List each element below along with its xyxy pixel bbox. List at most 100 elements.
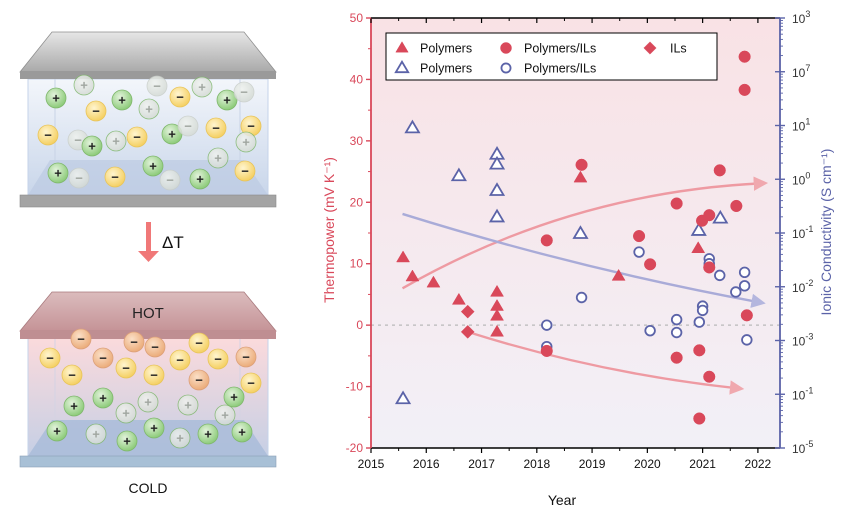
svg-text:−: −	[150, 368, 158, 383]
legend-label: Polymers	[420, 62, 472, 76]
y2-tick-label: 107	[792, 63, 810, 80]
anion-icon: −	[177, 115, 199, 137]
y2-tick-label: 10-2	[792, 278, 813, 295]
y2-tick-label: 10-1	[792, 385, 813, 402]
data-point-circle-open	[575, 291, 588, 304]
data-point-triangle-filled	[405, 269, 420, 282]
anion-icon: −	[240, 115, 262, 137]
cation-icon: +	[85, 423, 107, 445]
svg-text:−: −	[166, 173, 174, 188]
svg-text:+: +	[196, 172, 204, 187]
svg-text:−: −	[44, 128, 52, 143]
anion-icon: −	[70, 328, 92, 350]
svg-text:+: +	[168, 127, 176, 142]
cation-icon: +	[161, 123, 183, 145]
data-point-circle-filled	[693, 344, 706, 357]
anion-icon: −	[126, 126, 148, 148]
svg-text:−: −	[214, 352, 222, 367]
top-electrode-plate	[19, 31, 277, 73]
y-tick-label: 30	[350, 134, 364, 148]
anion-icon: −	[235, 346, 257, 368]
cation-icon: +	[63, 395, 85, 417]
legend-label: Polymers/ILs	[524, 42, 596, 56]
data-point-circle-filled	[738, 50, 751, 63]
x-axis-label: Year	[548, 492, 577, 508]
data-point-circle-filled	[730, 199, 743, 213]
svg-text:−: −	[195, 373, 203, 388]
cation-icon: +	[47, 162, 69, 184]
cation-icon: +	[105, 130, 127, 152]
legend-item: Polymers/ILs	[500, 42, 596, 56]
cation-icon: +	[191, 76, 213, 98]
anion-icon: −	[207, 348, 229, 370]
legend-label: ILs	[670, 42, 687, 56]
y2-tick-label: 10-5	[792, 439, 813, 456]
data-point-circle-filled	[670, 197, 683, 210]
y-tick-label: -10	[346, 380, 364, 394]
y2-axis-label: Ionic Conductivity (S cm⁻¹)	[818, 149, 834, 316]
legend-item: Polymers	[394, 59, 472, 76]
svg-text:−: −	[92, 104, 100, 119]
x-tick-label: 2022	[745, 457, 772, 471]
svg-text:−: −	[68, 368, 76, 383]
svg-text:+: +	[123, 434, 131, 449]
svg-text:+: +	[122, 406, 130, 421]
data-point-circle-filled	[703, 209, 716, 222]
anion-icon: −	[159, 169, 181, 191]
data-point-circle-filled	[713, 164, 726, 177]
legend-label: Polymers	[420, 42, 472, 56]
cation-icon: +	[116, 430, 138, 452]
anion-icon: −	[123, 331, 145, 353]
cation-icon: +	[115, 402, 137, 424]
svg-text:−: −	[99, 351, 107, 366]
y2-tick-label: 101	[792, 117, 810, 134]
anion-icon: −	[39, 347, 61, 369]
anion-icon: −	[68, 167, 90, 189]
anion-icon: −	[169, 86, 191, 108]
svg-text:+: +	[145, 102, 153, 117]
cation-icon: +	[235, 131, 257, 153]
svg-text:−: −	[212, 121, 220, 136]
y2-tick-label: 103	[792, 9, 810, 26]
plot-area	[371, 18, 780, 448]
svg-text:+: +	[223, 93, 231, 108]
series-cond-polymer-ils	[541, 246, 753, 353]
x-tick-label: 2020	[634, 457, 661, 471]
conductivity-decrease-trend-arrow	[402, 212, 766, 308]
cation-icon: +	[214, 404, 236, 426]
svg-text:−: −	[153, 79, 161, 94]
data-point-triangle-open	[488, 208, 506, 223]
legend: Polymers Polymers/ILs ILs Polymers Polymers/…	[385, 32, 718, 81]
data-point-circle-filled	[575, 158, 588, 171]
data-point-triangle-filled	[490, 308, 504, 321]
gradient-cell: − − − −− −−− − −− − − −++++ ++++ + +++ + +	[19, 291, 277, 468]
svg-text:−: −	[46, 351, 54, 366]
data-point-circle-filled	[540, 344, 553, 357]
svg-text:−: −	[133, 130, 141, 145]
y-tick-label: -20	[346, 441, 364, 455]
thermo-negative-trend-arrow	[467, 330, 745, 395]
data-point-triangle-filled	[691, 241, 706, 254]
cation-icon: +	[111, 89, 133, 111]
svg-text:+: +	[150, 421, 158, 436]
legend-marker-diamond-filled	[643, 41, 657, 55]
cold-electrode-plate	[19, 455, 277, 468]
svg-text:−: −	[111, 170, 119, 185]
svg-text:+: +	[204, 427, 212, 442]
anion-icon: −	[188, 332, 210, 354]
x-tick-label: 2021	[689, 457, 716, 471]
data-point-triangle-open	[712, 209, 729, 224]
thermo-increase-trend-arrow	[401, 176, 769, 290]
svg-text:+: +	[54, 166, 62, 181]
legend-marker-circle-open	[500, 62, 512, 74]
series-thermo-polymers	[396, 170, 706, 337]
anion-icon: −	[205, 117, 227, 139]
svg-text:+: +	[80, 78, 88, 93]
x-tick-label: 2017	[468, 457, 495, 471]
anion-icon: −	[143, 364, 165, 386]
svg-text:+: +	[88, 139, 96, 154]
legend-marker-triangle-open	[394, 59, 410, 74]
thermocell-illustration: ++−++−−++−− − + + − +− − −++ − −+− ++− ΔT − − − −− −−−…	[19, 31, 277, 496]
svg-text:+: +	[99, 391, 107, 406]
data-point-circle-open	[738, 280, 751, 292]
